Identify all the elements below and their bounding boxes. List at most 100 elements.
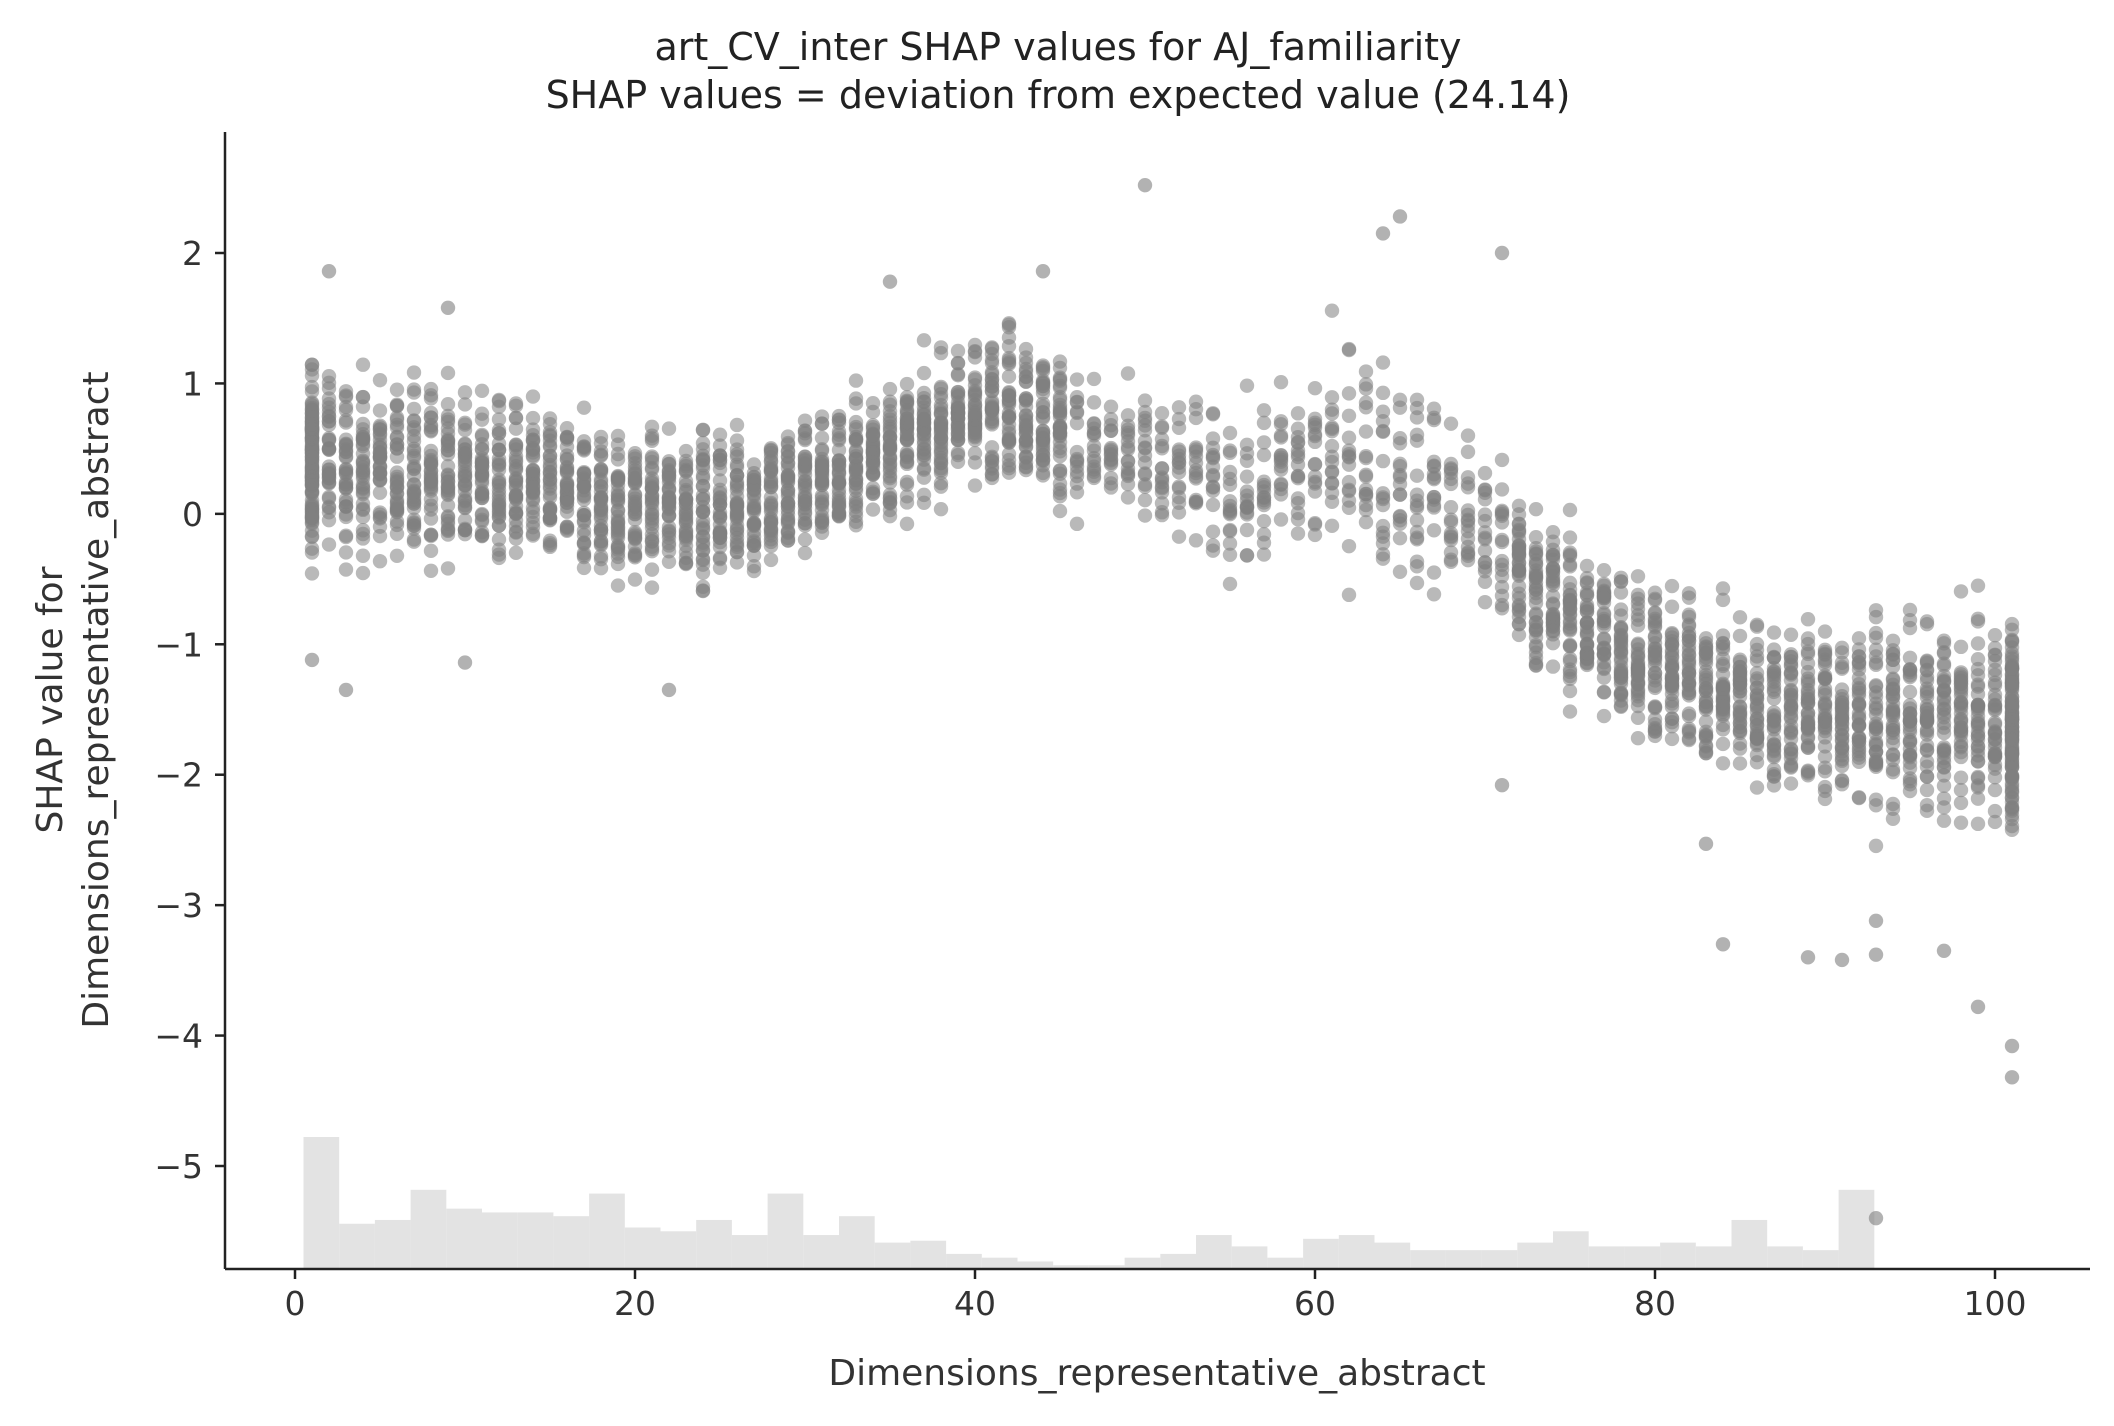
scatter-point bbox=[355, 459, 371, 475]
scatter-point bbox=[916, 445, 932, 460]
scatter-point bbox=[1681, 647, 1697, 662]
scatter-point bbox=[1239, 378, 1255, 393]
scatter-point bbox=[372, 485, 388, 500]
scatter-point bbox=[576, 535, 592, 550]
scatter-point bbox=[2004, 1070, 2020, 1085]
scatter-point bbox=[1987, 667, 2003, 683]
scatter-point bbox=[1069, 394, 1085, 410]
scatter-point bbox=[1715, 937, 1731, 952]
scatter-point bbox=[1511, 531, 1527, 547]
scatter-point bbox=[1290, 430, 1306, 445]
scatter-point bbox=[1205, 469, 1221, 484]
scatter-point bbox=[1749, 747, 1765, 763]
scatter-point bbox=[1681, 706, 1697, 721]
scatter-point bbox=[338, 499, 354, 514]
scatter-point bbox=[1001, 410, 1017, 426]
scatter-point bbox=[1664, 599, 1680, 614]
scatter-point bbox=[1001, 385, 1017, 400]
scatter-point bbox=[338, 466, 354, 482]
scatter-point bbox=[1494, 482, 1510, 497]
scatter-point bbox=[1171, 479, 1187, 494]
scatter-point bbox=[1341, 538, 1357, 554]
scatter-point bbox=[1511, 542, 1527, 557]
scatter-point bbox=[848, 461, 864, 477]
scatter-point bbox=[1749, 718, 1765, 733]
scatter-point bbox=[967, 426, 983, 441]
scatter-point bbox=[304, 402, 320, 418]
scatter-point bbox=[661, 682, 677, 698]
scatter-point bbox=[1681, 607, 1697, 622]
scatter-point bbox=[576, 507, 592, 523]
scatter-point bbox=[1341, 430, 1357, 445]
scatter-point bbox=[508, 545, 524, 561]
scatter-point bbox=[1936, 682, 1952, 698]
scatter-point bbox=[1222, 547, 1238, 562]
scatter-point bbox=[593, 551, 609, 567]
histogram-bar bbox=[589, 1193, 625, 1269]
scatter-point bbox=[729, 539, 745, 554]
scatter-point bbox=[1970, 614, 1986, 629]
scatter-point bbox=[1426, 565, 1442, 580]
scatter-point bbox=[1001, 338, 1017, 354]
scatter-point bbox=[797, 487, 813, 502]
scatter-point bbox=[304, 362, 320, 377]
scatter-point bbox=[1868, 792, 1884, 807]
scatter-point bbox=[899, 474, 915, 490]
scatter-point bbox=[661, 519, 677, 535]
scatter-point bbox=[406, 448, 422, 463]
scatter-point bbox=[1392, 436, 1408, 451]
scatter-point bbox=[1528, 650, 1544, 665]
scatter-point bbox=[1545, 565, 1561, 580]
scatter-point bbox=[1018, 391, 1034, 406]
scatter-point bbox=[1647, 701, 1663, 716]
scatter-point bbox=[1001, 355, 1017, 370]
scatter-point bbox=[865, 396, 881, 411]
histogram-bar bbox=[1802, 1250, 1839, 1269]
scatter-point bbox=[1256, 513, 1272, 529]
scatter-point bbox=[474, 529, 490, 544]
scatter-point bbox=[882, 509, 898, 524]
scatter-point bbox=[899, 376, 915, 392]
scatter-point bbox=[1783, 627, 1799, 642]
scatter-point bbox=[1426, 471, 1442, 487]
scatter-point bbox=[1579, 570, 1595, 586]
scatter-point bbox=[967, 478, 983, 493]
scatter-point bbox=[1936, 759, 1952, 775]
scatter-point bbox=[1953, 723, 1969, 739]
scatter-point bbox=[729, 507, 745, 522]
scatter-point bbox=[1987, 725, 2003, 740]
scatter-point bbox=[1732, 704, 1748, 719]
scatter-point bbox=[678, 443, 694, 459]
scatter-point bbox=[712, 510, 728, 526]
scatter-point bbox=[797, 497, 813, 512]
scatter-point bbox=[1630, 637, 1646, 653]
scatter-point bbox=[1290, 447, 1306, 462]
scatter-point bbox=[1494, 506, 1510, 522]
scatter-point bbox=[695, 422, 711, 438]
scatter-point bbox=[1902, 721, 1918, 737]
scatter-point bbox=[1902, 706, 1918, 721]
scatter-point bbox=[440, 396, 456, 412]
scatter-point bbox=[1494, 562, 1510, 577]
scatter-point bbox=[1137, 477, 1153, 492]
scatter-point bbox=[559, 522, 575, 537]
scatter-point bbox=[1392, 516, 1408, 531]
scatter-point bbox=[1766, 737, 1782, 752]
scatter-point bbox=[1732, 610, 1748, 625]
scatter-point bbox=[508, 421, 524, 436]
scatter-point bbox=[1035, 396, 1051, 411]
scatter-point bbox=[1596, 613, 1612, 629]
scatter-point bbox=[1613, 699, 1629, 714]
scatter-point bbox=[1018, 350, 1034, 365]
scatter-point bbox=[1698, 727, 1714, 742]
scatter-point bbox=[1477, 574, 1493, 589]
scatter-point bbox=[491, 455, 507, 470]
scatter-point bbox=[423, 473, 439, 488]
scatter-point bbox=[1171, 420, 1187, 435]
scatter-point bbox=[1052, 405, 1068, 421]
scatter-point bbox=[525, 449, 541, 465]
scatter-point bbox=[542, 464, 558, 480]
scatter-point bbox=[338, 682, 354, 698]
scatter-point bbox=[1069, 415, 1085, 431]
scatter-point bbox=[1970, 753, 1986, 769]
